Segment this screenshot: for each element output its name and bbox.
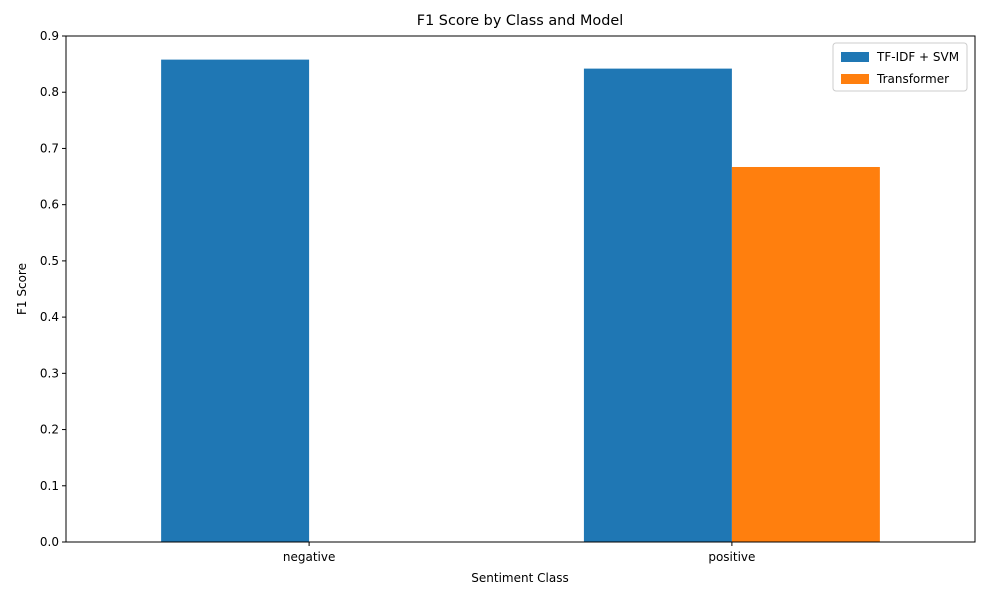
bar-tf-idf-svm-positive	[583, 68, 732, 542]
y-tick-label: 0.5	[40, 254, 59, 268]
chart-title: F1 Score by Class and Model	[417, 13, 623, 29]
bars-group	[161, 59, 880, 542]
y-tick-label: 0.2	[40, 423, 59, 437]
y-tick-label: 0.8	[40, 85, 59, 99]
x-axis-label: Sentiment Class	[471, 571, 568, 585]
bar-transformer-positive	[731, 166, 880, 542]
legend-swatch	[841, 74, 869, 84]
y-tick-label: 0.6	[40, 198, 59, 212]
x-axis: negative positive	[283, 542, 755, 564]
y-tick-label: 0.3	[40, 366, 59, 380]
y-tick-label: 0.4	[40, 310, 59, 324]
y-axis-label: F1 Score	[15, 263, 29, 315]
x-tick-label-negative: negative	[283, 550, 335, 564]
y-axis: 0.0 0.1 0.2 0.3 0.4 0.5 0.6 0.7 0.8 0.9	[40, 29, 66, 549]
bar-tf-idf-svm-negative	[161, 59, 310, 542]
y-tick-label: 0.0	[40, 535, 59, 549]
legend-label: TF-IDF + SVM	[876, 50, 959, 64]
y-tick-label: 0.9	[40, 29, 59, 43]
legend-swatch	[841, 52, 869, 62]
y-tick-label: 0.7	[40, 141, 59, 155]
plot-frame	[65, 35, 976, 543]
y-tick-label: 0.1	[40, 479, 59, 493]
x-tick-label-positive: positive	[708, 550, 755, 564]
legend: TF-IDF + SVM Transformer	[832, 42, 968, 92]
legend-label: Transformer	[876, 72, 949, 86]
